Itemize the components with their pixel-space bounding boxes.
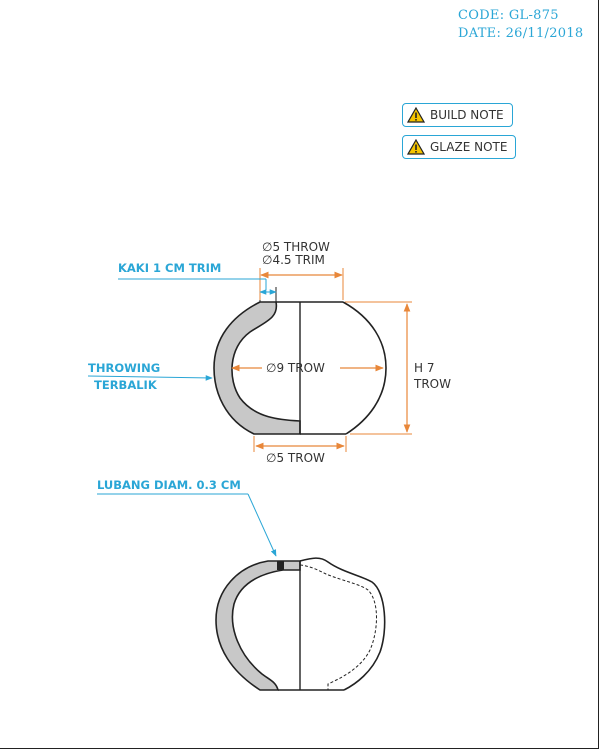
kaki-label: KAKI 1 CM TRIM [118, 261, 221, 275]
build-note-button[interactable]: BUILD NOTE [402, 103, 513, 127]
lubang-label: LUBANG DIAM. 0.3 CM [97, 478, 241, 492]
warning-icon [407, 107, 425, 123]
lower-inner-profile-dashed [299, 564, 377, 690]
pot-section-upper [213, 287, 387, 435]
lower-wall-section-fill [215, 560, 301, 691]
dimension-height: H 7 TROW [345, 301, 451, 435]
glaze-note-label: GLAZE NOTE [430, 140, 508, 154]
warning-icon [407, 139, 425, 155]
height-dimension-line1: H 7 [414, 361, 434, 375]
throwing-label-line2: TERBALIK [94, 378, 158, 392]
glaze-note-button[interactable]: GLAZE NOTE [402, 135, 517, 159]
height-dimension-line2: TROW [413, 377, 451, 391]
callout-throwing: THROWING TERBALIK [87, 361, 213, 392]
build-note-label: BUILD NOTE [430, 108, 504, 122]
wall-section-fill [213, 301, 301, 435]
top-trim-dimension: ∅4.5 TRIM [262, 253, 325, 267]
dimension-middle: ∅9 TROW [231, 361, 384, 375]
pot-section-lower [215, 557, 386, 691]
top-throw-dimension: ∅5 THROW [262, 240, 330, 254]
code-label: CODE: GL-875 [458, 8, 559, 23]
hole-mark [277, 561, 284, 570]
lower-outer-profile-right [299, 557, 386, 691]
dimension-top: ∅5 THROW ∅4.5 TRIM [259, 240, 344, 300]
bottom-diameter-dimension: ∅5 TROW [266, 451, 325, 465]
outer-profile-right [342, 301, 387, 435]
middle-diameter-dimension: ∅9 TROW [266, 361, 325, 375]
dimension-bottom: ∅5 TROW [253, 436, 347, 465]
callout-lubang: LUBANG DIAM. 0.3 CM [97, 478, 277, 557]
throwing-label-line1: THROWING [88, 361, 160, 375]
callout-kaki: KAKI 1 CM TRIM [118, 261, 277, 295]
date-label: DATE: 26/11/2018 [458, 26, 584, 41]
